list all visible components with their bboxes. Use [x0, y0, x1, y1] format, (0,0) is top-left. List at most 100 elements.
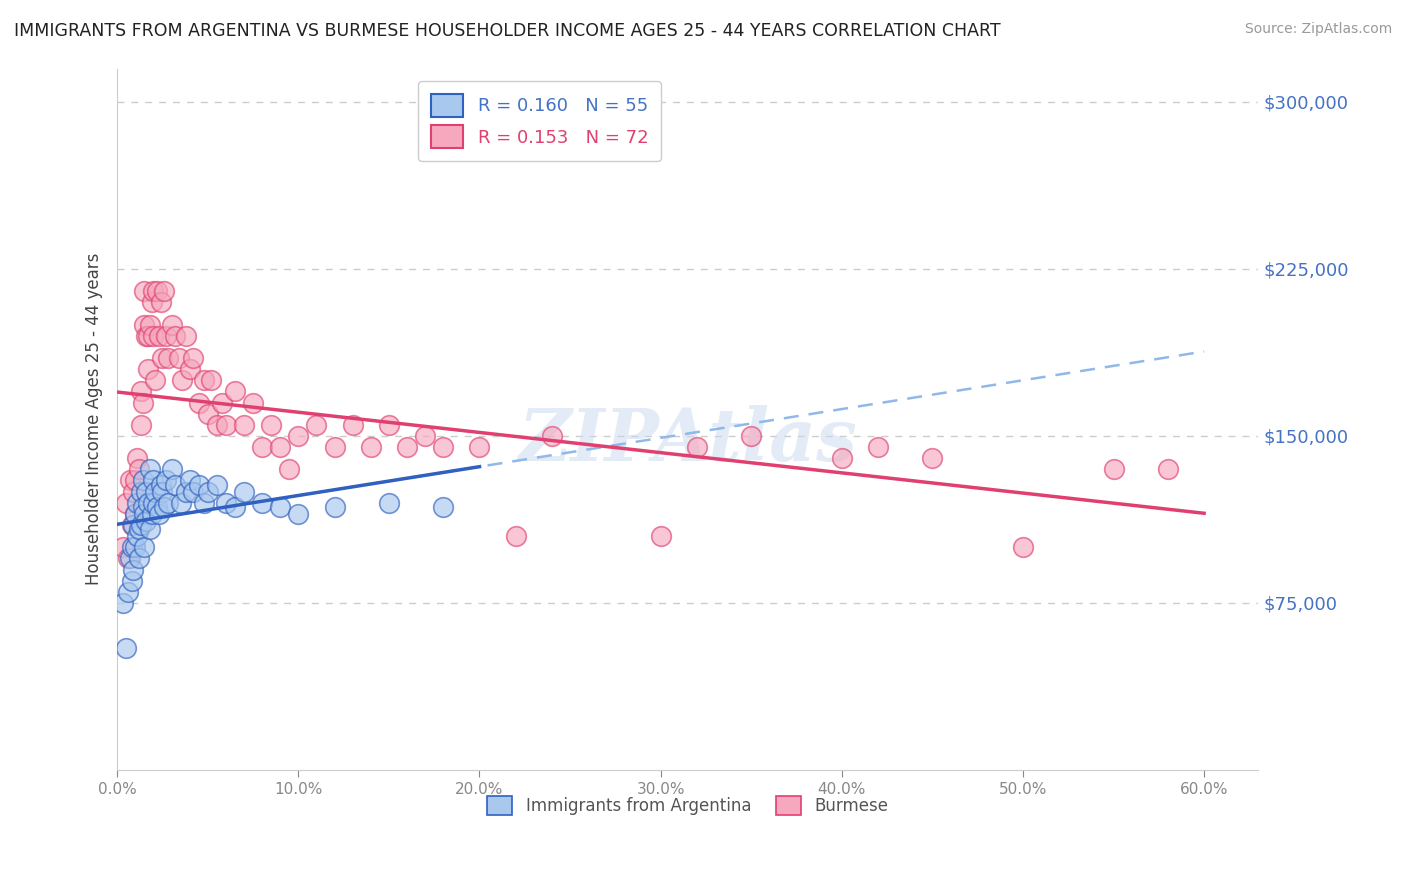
Point — [142, 474, 165, 488]
Point — [141, 295, 163, 310]
Point — [1012, 541, 1035, 555]
Point — [160, 462, 183, 476]
Point — [146, 284, 169, 298]
Point — [155, 474, 177, 488]
Point — [200, 373, 222, 387]
Point — [181, 484, 204, 499]
Point — [131, 395, 153, 409]
Point — [142, 328, 165, 343]
Point — [156, 351, 179, 365]
Point — [136, 362, 159, 376]
Point — [165, 478, 187, 492]
Point — [378, 496, 401, 510]
Point — [118, 474, 141, 488]
Point — [121, 574, 143, 588]
Point — [287, 507, 309, 521]
Point — [305, 417, 328, 432]
Legend: Immigrants from Argentina, Burmese: Immigrants from Argentina, Burmese — [477, 786, 898, 825]
Point — [129, 484, 152, 499]
Point — [242, 395, 264, 409]
Text: Source: ZipAtlas.com: Source: ZipAtlas.com — [1244, 22, 1392, 37]
Point — [115, 496, 138, 510]
Point — [193, 373, 215, 387]
Point — [149, 295, 172, 310]
Text: IMMIGRANTS FROM ARGENTINA VS BURMESE HOUSEHOLDER INCOME AGES 25 - 44 YEARS CORRE: IMMIGRANTS FROM ARGENTINA VS BURMESE HOU… — [14, 22, 1001, 40]
Point — [142, 284, 165, 298]
Point — [224, 384, 246, 399]
Point — [129, 417, 152, 432]
Point — [432, 500, 454, 515]
Point — [148, 328, 170, 343]
Point — [136, 496, 159, 510]
Point — [269, 440, 291, 454]
Point — [179, 474, 201, 488]
Point — [124, 474, 146, 488]
Point — [155, 328, 177, 343]
Point — [179, 362, 201, 376]
Point — [156, 496, 179, 510]
Text: ZIPAtlas: ZIPAtlas — [519, 405, 858, 475]
Point — [118, 551, 141, 566]
Point — [117, 585, 139, 599]
Point — [174, 484, 197, 499]
Point — [135, 484, 157, 499]
Point — [134, 507, 156, 521]
Point — [124, 507, 146, 521]
Point — [127, 496, 149, 510]
Point — [205, 478, 228, 492]
Point — [413, 429, 436, 443]
Point — [378, 417, 401, 432]
Point — [197, 407, 219, 421]
Point — [139, 523, 162, 537]
Point — [115, 640, 138, 655]
Point — [211, 395, 233, 409]
Point — [505, 529, 527, 543]
Point — [146, 500, 169, 515]
Point — [167, 351, 190, 365]
Point — [124, 541, 146, 555]
Point — [323, 500, 346, 515]
Point — [165, 328, 187, 343]
Point — [128, 462, 150, 476]
Point — [128, 523, 150, 537]
Point — [122, 518, 145, 533]
Point — [139, 318, 162, 332]
Point — [468, 440, 491, 454]
Point — [541, 429, 564, 443]
Point — [111, 541, 134, 555]
Point — [686, 440, 709, 454]
Point — [153, 284, 176, 298]
Point — [181, 351, 204, 365]
Point — [250, 496, 273, 510]
Point — [197, 484, 219, 499]
Y-axis label: Householder Income Ages 25 - 44 years: Householder Income Ages 25 - 44 years — [86, 253, 103, 585]
Point — [215, 417, 238, 432]
Point — [136, 328, 159, 343]
Point — [131, 474, 153, 488]
Point — [143, 373, 166, 387]
Point — [1157, 462, 1180, 476]
Point — [131, 500, 153, 515]
Point — [127, 529, 149, 543]
Point — [342, 417, 364, 432]
Point — [134, 541, 156, 555]
Point — [152, 484, 174, 499]
Point — [127, 451, 149, 466]
Point — [174, 328, 197, 343]
Point — [260, 417, 283, 432]
Point — [153, 500, 176, 515]
Point — [866, 440, 889, 454]
Point — [215, 496, 238, 510]
Point — [134, 284, 156, 298]
Point — [650, 529, 672, 543]
Point — [432, 440, 454, 454]
Point — [250, 440, 273, 454]
Point — [269, 500, 291, 515]
Point — [111, 596, 134, 610]
Point — [323, 440, 346, 454]
Point — [134, 318, 156, 332]
Point — [233, 417, 256, 432]
Point — [1102, 462, 1125, 476]
Point — [121, 541, 143, 555]
Point — [117, 551, 139, 566]
